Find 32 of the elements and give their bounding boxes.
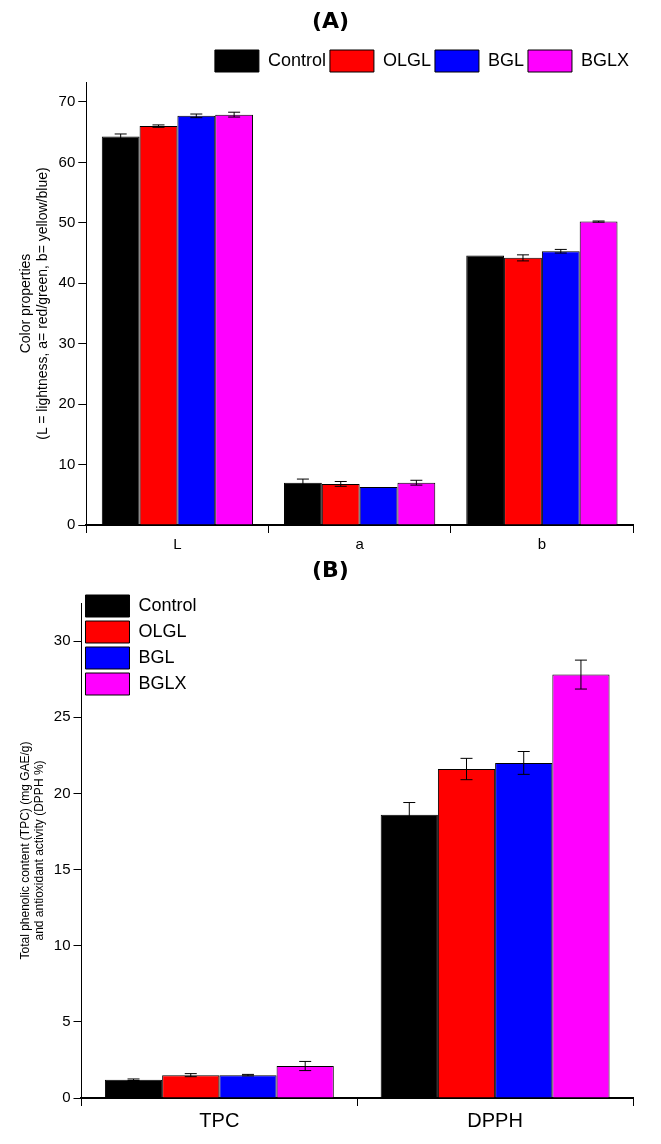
y-tick-label: 0 [66, 515, 76, 533]
legend-label: Control [267, 49, 326, 70]
x-tick-label: TPC [199, 1108, 240, 1131]
y-axis-title: Color properties (L = lightness, a= red/green, b= yellow/blue) [17, 167, 51, 440]
x-tick-label: L [173, 535, 182, 553]
y-tick-label: 40 [58, 273, 76, 291]
y-tick-label: 5 [62, 1011, 71, 1029]
chart-title: (B) [311, 557, 350, 584]
legend-label: BGL [487, 49, 524, 70]
legend-label: BGL [138, 646, 175, 667]
y-tick-label: 10 [53, 935, 71, 953]
legend-label: OLGL [138, 620, 187, 641]
legend-label: BGLX [580, 49, 630, 70]
y-tick-label: 60 [58, 152, 76, 170]
y-axis-title: Total phenolic content (TPC) (mg GAE/g) and antioxidant activity (DPPH %) [17, 741, 46, 960]
x-tick-label: DPPH [467, 1108, 523, 1131]
x-tick-label: a [355, 535, 365, 553]
y-tick-label: 70 [58, 92, 76, 110]
y-tick-label: 15 [53, 859, 71, 877]
legend-label: Control [138, 594, 197, 615]
y-tick-label: 10 [58, 454, 76, 472]
y-tick-label: 30 [58, 333, 76, 351]
y-tick-label: 0 [62, 1088, 71, 1106]
y-tick-label: 30 [53, 631, 71, 649]
x-tick-label: b [537, 535, 547, 553]
y-tick-label: 20 [58, 394, 76, 412]
y-tick-label: 50 [58, 212, 76, 230]
chart-title: (A) [310, 8, 351, 35]
y-tick-label: 25 [53, 707, 71, 725]
y-tick-label: 20 [53, 783, 71, 801]
legend-label: BGLX [138, 672, 187, 693]
legend-label: OLGL [382, 49, 431, 70]
